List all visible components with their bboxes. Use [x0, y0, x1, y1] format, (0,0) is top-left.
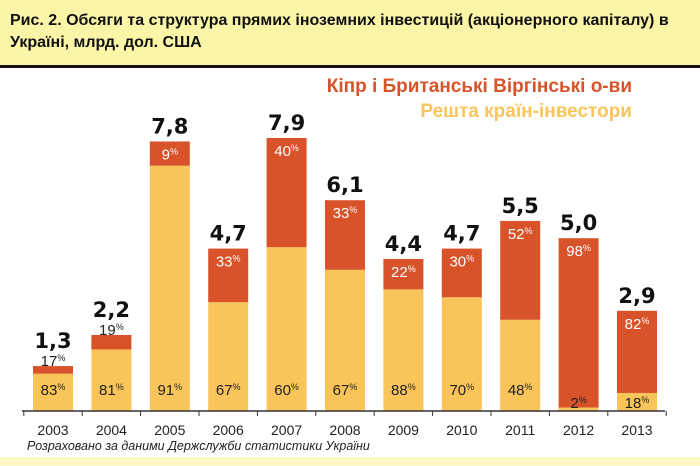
total-label-2011: 5,5: [502, 194, 539, 218]
pct-cyprus-2012: 98%: [566, 243, 591, 260]
bar-cyprus-2010: [441, 248, 482, 298]
pct-other-2004: 81%: [99, 382, 124, 399]
bar-cyprus-2006: [208, 248, 249, 303]
total-label-2010: 4,7: [443, 222, 480, 246]
bar-other-2012: [558, 407, 599, 411]
legend-cyprus-bvi: Кіпр і Британські Віргінські о-ви: [326, 76, 632, 97]
bar-cyprus-2005: [149, 141, 190, 166]
x-tick-label-2012: 2012: [563, 422, 594, 438]
pct-other-2010: 70%: [449, 382, 474, 399]
total-label-2005: 7,8: [151, 114, 188, 138]
pct-cyprus-2006: 33%: [216, 254, 241, 271]
pct-cyprus-2009: 22%: [391, 264, 416, 281]
total-label-2004: 2,2: [93, 298, 130, 322]
footer-strip: [0, 457, 700, 466]
bar-other-2006: [208, 302, 249, 411]
x-tick-label-2004: 2004: [96, 422, 127, 438]
total-label-2006: 4,7: [210, 222, 247, 246]
pct-cyprus-2008: 33%: [333, 205, 358, 222]
bar-cyprus-2011: [500, 220, 541, 320]
pct-cyprus-2011: 52%: [508, 226, 533, 243]
total-label-2003: 1,3: [34, 329, 71, 353]
total-label-2012: 5,0: [560, 211, 597, 235]
bar-other-2013: [617, 392, 657, 411]
pct-other-2012: 2%: [570, 395, 586, 412]
bar-cyprus-2008: [325, 200, 365, 270]
x-tick-label-2010: 2010: [446, 422, 477, 438]
pct-other-2013: 18%: [625, 395, 650, 412]
total-label-2008: 6,1: [326, 173, 363, 197]
bar-cyprus-2009: [383, 258, 424, 290]
pct-other-2007: 60%: [274, 382, 299, 399]
pct-other-2006: 67%: [216, 382, 241, 399]
header-band: Рис. 2. Обсяги та структура прямих інозе…: [0, 0, 700, 68]
bar-other-2007: [266, 247, 307, 411]
bar-cyprus-2013: [617, 310, 657, 393]
pct-other-2009: 88%: [391, 382, 416, 399]
x-tick-label-2008: 2008: [329, 422, 360, 438]
bar-cyprus-2004: [91, 334, 132, 350]
pct-cyprus-2007: 40%: [274, 143, 299, 160]
x-tick-label-2013: 2013: [621, 422, 652, 438]
pct-cyprus-2004: 19%: [99, 322, 124, 339]
pct-cyprus-2003: 17%: [41, 353, 66, 370]
legend-other-countries: Решта країн-інвестори: [420, 101, 632, 122]
x-tick-label-2003: 2003: [37, 422, 68, 438]
bar-other-2011: [500, 319, 541, 411]
source-note: Розраховано за даними Держслужби статист…: [27, 439, 370, 453]
x-tick-label-2007: 2007: [271, 422, 302, 438]
bar-cyprus-2012: [558, 238, 599, 408]
pct-other-2011: 48%: [508, 382, 533, 399]
pct-cyprus-2013: 82%: [625, 316, 650, 333]
chart-title: Рис. 2. Обсяги та структура прямих інозе…: [10, 12, 669, 51]
pct-other-2003: 83%: [41, 382, 66, 399]
total-label-2007: 7,9: [268, 111, 305, 135]
pct-other-2005: 91%: [157, 382, 182, 399]
pct-cyprus-2005: 9%: [162, 146, 178, 163]
bar-other-2005: [149, 165, 190, 411]
bar-other-2003: [33, 373, 73, 411]
bar-other-2009: [383, 289, 424, 411]
x-tick-label-2006: 2006: [213, 422, 244, 438]
x-tick-label-2011: 2011: [505, 422, 535, 438]
total-label-2009: 4,4: [385, 232, 422, 256]
bar-cyprus-2003: [33, 366, 73, 374]
bar-other-2004: [91, 349, 132, 411]
total-label-2013: 2,9: [618, 284, 655, 308]
x-tick-label-2009: 2009: [388, 422, 419, 438]
bar-other-2008: [325, 269, 365, 411]
x-tick-label-2005: 2005: [154, 422, 185, 438]
bar-other-2010: [441, 297, 482, 411]
pct-cyprus-2010: 30%: [449, 254, 474, 271]
pct-other-2008: 67%: [333, 382, 358, 399]
bar-cyprus-2007: [266, 138, 307, 248]
